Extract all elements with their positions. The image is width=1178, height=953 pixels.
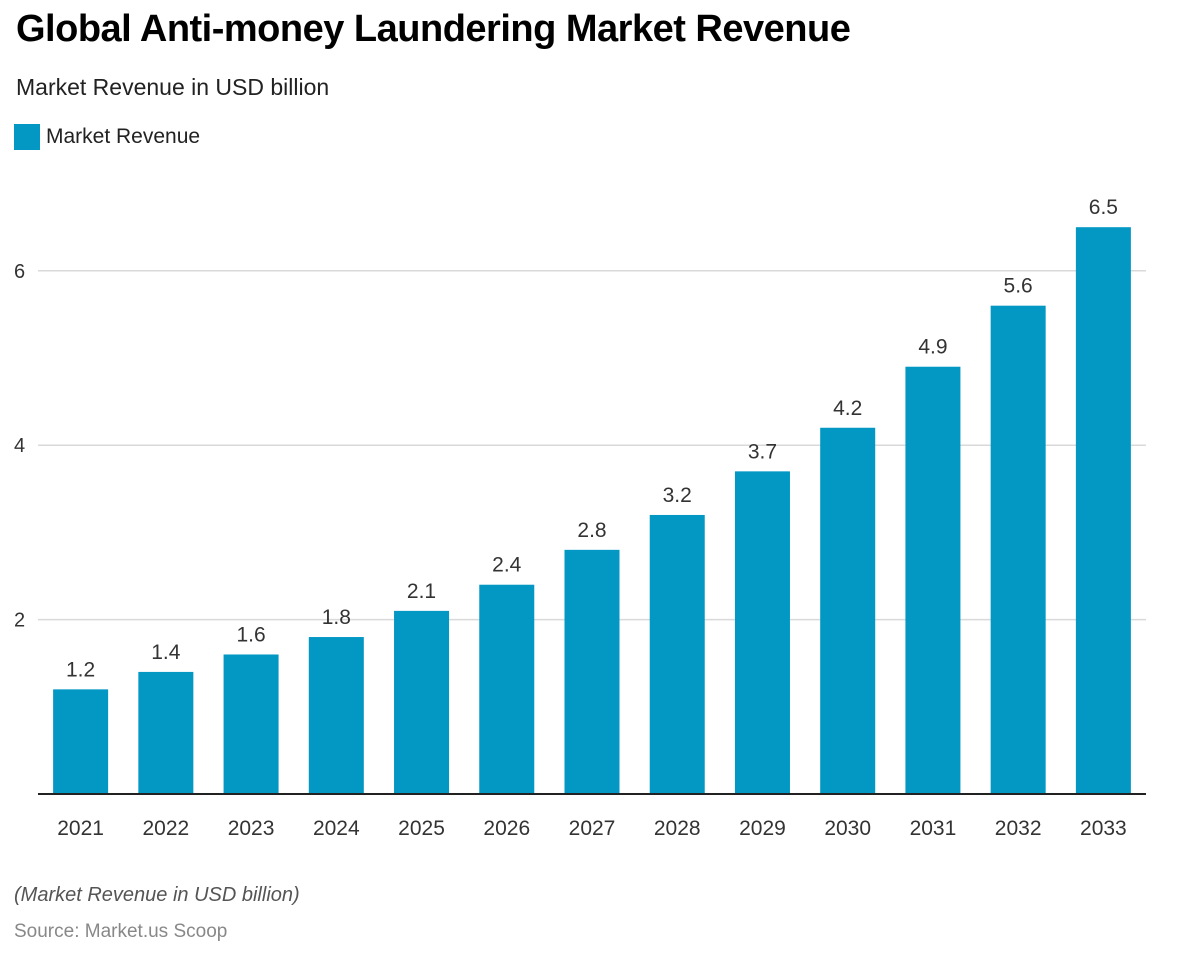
value-label-2022: 1.4	[151, 641, 181, 664]
x-tick-label-2023: 2023	[228, 817, 275, 840]
chart-note: (Market Revenue in USD billion)	[14, 884, 300, 906]
value-label-2028: 3.2	[663, 484, 692, 507]
chart-subtitle: Market Revenue in USD billion	[16, 74, 330, 100]
bar-2028	[649, 514, 705, 794]
chart-source: Source: Market.us Scoop	[14, 921, 228, 942]
bar-chart: 2 4 6 1.2 2021 1.4 2022 1.6 2023 1.8 2024 2.1 2025 2.…	[14, 196, 1146, 840]
value-label-2033: 6.5	[1089, 196, 1118, 219]
bar-2022	[138, 671, 194, 794]
value-label-2029: 3.7	[748, 440, 777, 463]
x-tick-label-2025: 2025	[398, 817, 445, 840]
x-tick-label-2022: 2022	[142, 817, 189, 840]
y-tick-label-4: 4	[14, 435, 25, 457]
x-tick-label-2024: 2024	[313, 817, 360, 840]
x-tick-label-2032: 2032	[995, 817, 1042, 840]
x-tick-label-2030: 2030	[824, 817, 871, 840]
y-tick-label-6: 6	[14, 261, 25, 283]
bar-2029	[734, 471, 790, 794]
value-label-2024: 1.8	[322, 606, 351, 629]
bar-2026	[479, 584, 535, 794]
value-label-2031: 4.9	[918, 336, 947, 359]
legend: Market Revenue	[14, 124, 200, 150]
x-tick-label-2029: 2029	[739, 817, 786, 840]
x-tick-label-2021: 2021	[57, 817, 104, 840]
legend-swatch	[14, 124, 40, 150]
chart-title: Global Anti-money Laundering Market Reve…	[16, 8, 851, 50]
bar-2033	[1075, 227, 1131, 794]
x-tick-label-2031: 2031	[910, 817, 957, 840]
y-tick-label-2: 2	[14, 610, 25, 632]
bar-2032	[990, 305, 1046, 794]
bar-2023	[223, 654, 279, 794]
x-tick-label-2026: 2026	[483, 817, 530, 840]
value-label-2025: 2.1	[407, 580, 436, 603]
x-tick-label-2033: 2033	[1080, 817, 1127, 840]
value-label-2021: 1.2	[66, 658, 95, 681]
legend-label: Market Revenue	[46, 125, 201, 148]
x-tick-label-2027: 2027	[569, 817, 616, 840]
x-tick-label-2028: 2028	[654, 817, 701, 840]
bar-2024	[308, 637, 364, 794]
value-label-2032: 5.6	[1004, 275, 1033, 298]
bar-2027	[564, 549, 620, 794]
value-label-2026: 2.4	[492, 554, 522, 577]
bar-2031	[905, 366, 961, 794]
bar-2021	[53, 689, 109, 794]
value-label-2027: 2.8	[577, 519, 606, 542]
bar-2025	[394, 610, 450, 794]
bar-2030	[820, 427, 876, 794]
value-label-2023: 1.6	[236, 623, 265, 646]
value-label-2030: 4.2	[833, 397, 862, 420]
